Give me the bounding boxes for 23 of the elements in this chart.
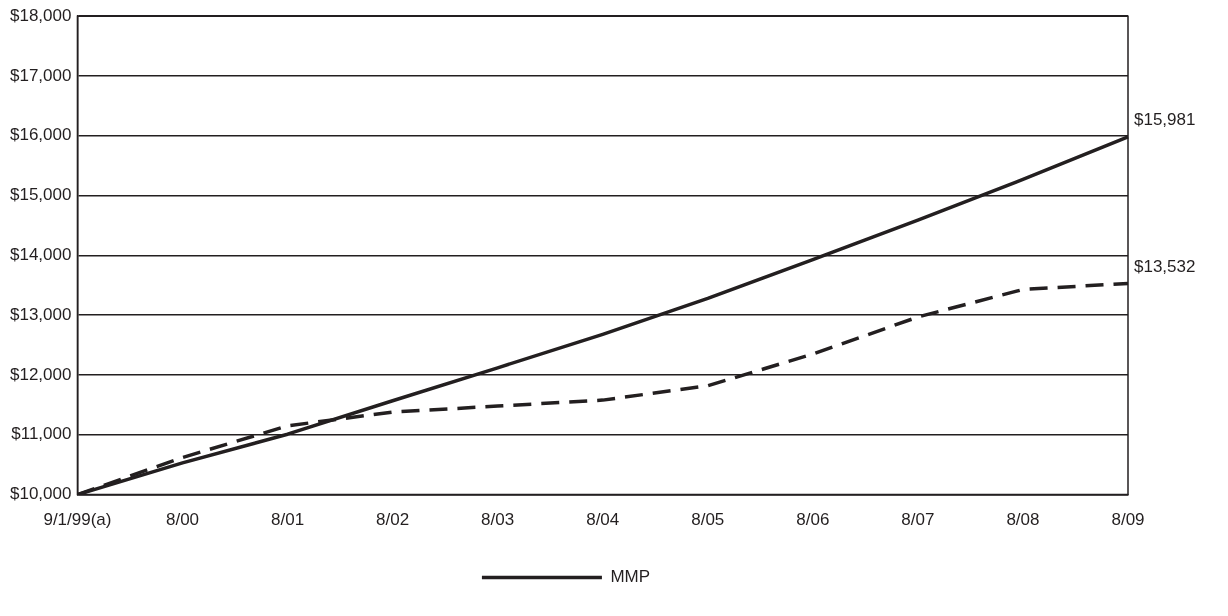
- x-tick-label: 8/05: [691, 510, 725, 530]
- y-tick-label: $13,000: [10, 304, 72, 324]
- x-tick-label: 9/1/99(a): [43, 510, 112, 530]
- y-tick-label: $15,000: [10, 185, 72, 205]
- y-tick-label: $17,000: [10, 65, 72, 85]
- y-tick-label: $14,000: [10, 245, 72, 265]
- y-tick-label: $11,000: [11, 424, 72, 444]
- x-tick-label: 8/09: [1111, 510, 1145, 530]
- y-tick-label: $18,000: [10, 5, 72, 25]
- data-label: $13,532: [1134, 256, 1196, 276]
- y-tick-label: $16,000: [10, 125, 72, 145]
- text: MMP: [610, 567, 651, 587]
- x-tick-label: 8/02: [376, 510, 410, 530]
- y-tick-label: $10,000: [10, 484, 72, 504]
- data-label: $15,981: [1134, 110, 1196, 130]
- x-tick-label: 8/00: [165, 510, 200, 530]
- x-tick-label: 8/04: [586, 510, 620, 530]
- x-tick-label: 8/08: [1006, 510, 1040, 530]
- y-tick-label: $12,000: [10, 364, 72, 384]
- x-tick-label: 8/06: [796, 510, 830, 530]
- x-tick-label: 8/07: [901, 510, 935, 530]
- x-tick-label: 8/03: [481, 510, 515, 530]
- x-tick-label: 8/01: [271, 510, 305, 530]
